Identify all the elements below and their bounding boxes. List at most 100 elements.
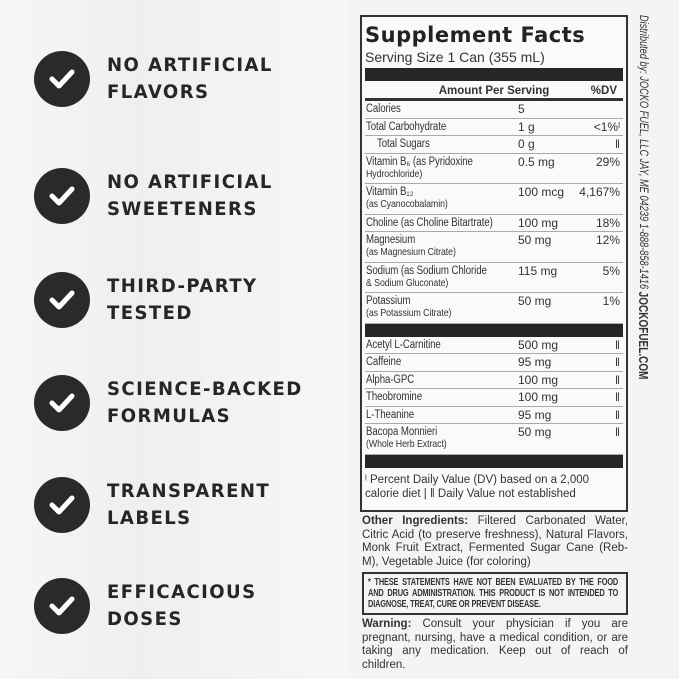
row-name: Sodium (as Sodium Chloride & Sodium Gluco… <box>365 265 518 293</box>
row-amount: 100 mg <box>518 215 559 230</box>
facts-row: Bacopa Monnieri (Whole Herb Extract) 50 m… <box>365 424 623 455</box>
claim-item: NO ARTIFICIAL FLAVORS <box>34 51 282 107</box>
row-name: Caffeine <box>365 356 518 371</box>
row-name-main: Magnesium <box>366 234 416 246</box>
row-name-main: Vitamin B₁₂ <box>366 186 414 198</box>
row-name-sub: (Whole Herb Extract) <box>366 438 447 450</box>
facts-row: Calories 5 <box>365 101 623 119</box>
claim-text: TRANSPARENT LABELS <box>107 478 270 532</box>
row-amount: 50 mg <box>518 233 552 247</box>
claim-item: NO ARTIFICIAL SWEETENERS <box>34 168 282 224</box>
claim-line-2: FORMULAS <box>107 405 232 427</box>
row-amount: 100 mcg <box>518 185 565 199</box>
row-name-main: Calories <box>366 103 401 115</box>
amount-header: Amount Per Serving <box>438 84 550 97</box>
row-name: Vitamin B₁₂ (as Cyanocobalamin) <box>365 186 518 214</box>
row-name-sub: (as Potassium Citrate) <box>366 307 452 319</box>
row-name-main: Choline (as Choline Bitartrate) <box>366 216 493 229</box>
label-bottom-text: Other Ingredients: Filtered Carbonated W… <box>362 515 628 672</box>
row-amount: 100 mg <box>518 372 559 387</box>
row-name: Total Sugars <box>365 138 518 153</box>
facts-row: Acetyl L-Carnitine 500 mg ǁ <box>365 337 623 354</box>
row-dv: ǁ <box>615 372 620 387</box>
row-amount: 0.5 mg <box>518 154 555 169</box>
row-name-main: Total Sugars <box>377 138 430 150</box>
fda-disclaimer-box: * These statements have not been evaluat… <box>362 572 628 615</box>
distributor-text: Distributed by: JOCKO FUEL, LLC JAY, ME … <box>632 15 650 419</box>
row-name-main: L-Theanine <box>366 408 415 421</box>
claim-line-1: THIRD-PARTY <box>107 275 258 297</box>
row-dv: ǁ <box>615 390 620 404</box>
row-name-main: Total Carbohydrate <box>366 120 447 133</box>
claim-line-2: FLAVORS <box>107 81 210 103</box>
row-dv: ǁ <box>615 355 620 369</box>
row-dv <box>563 103 623 118</box>
nutrient-rows: Calories 5 Total Carbohydrate 1 g <1%ˡ To… <box>365 101 623 324</box>
row-dv: ǁ <box>615 337 620 352</box>
claim-text: NO ARTIFICIAL FLAVORS <box>107 52 273 106</box>
row-amount: 0 g <box>518 137 535 151</box>
claim-line-1: EFFICACIOUS <box>107 581 257 603</box>
claim-line-1: TRANSPARENT <box>107 480 271 502</box>
row-dv: 12% <box>595 233 620 247</box>
row-name-sub: & Sodium Gluconate) <box>366 276 449 289</box>
row-amount: 50 mg <box>518 425 552 439</box>
row-amount: 50 mg <box>518 294 552 308</box>
row-name-main: Potassium <box>366 295 411 307</box>
check-circle-icon <box>34 477 90 533</box>
facts-row: Total Sugars 0 g ǁ <box>365 136 623 154</box>
warning-label: Warning: <box>362 618 412 630</box>
row-dv: ǁ <box>615 425 620 439</box>
row-name: L-Theanine <box>365 409 518 424</box>
row-name: Vitamin B₆ (as Pyridoxine Hydrochloride) <box>365 156 518 184</box>
row-name-sub: (as Cyanocobalamin) <box>366 198 448 210</box>
fda-disclaimer: * These statements have not been evaluat… <box>368 577 619 610</box>
facts-row: Sodium (as Sodium Chloride & Sodium Gluco… <box>365 263 623 293</box>
row-dv: 18% <box>595 215 620 230</box>
row-name-main: Bacopa Monnieri <box>366 426 438 438</box>
claim-item: SCIENCE-BACKED FORMULAS <box>34 375 313 431</box>
claim-line-2: LABELS <box>107 507 192 529</box>
row-name-sub: Hydrochloride) <box>366 167 423 180</box>
row-amount: 95 mg <box>518 407 552 422</box>
row-name: Alpha-GPC <box>365 374 518 389</box>
row-amount: 115 mg <box>518 263 558 278</box>
claim-text: EFFICACIOUS DOSES <box>107 579 257 633</box>
row-name: Magnesium (as Magnesium Citrate) <box>365 234 518 262</box>
row-amount: 500 mg <box>518 337 559 352</box>
other-ingredients-label: Other Ingredients: <box>362 515 469 527</box>
row-name: Acetyl L-Carnitine <box>365 339 518 354</box>
supplement-facts-panel: Supplement Facts Serving Size 1 Can (355… <box>360 15 628 512</box>
column-header: Amount Per Serving %DV <box>365 83 623 101</box>
other-ingredients-text: Filtered Carbonated Water, Citric Acid (… <box>362 515 628 568</box>
row-dv: 29% <box>595 154 620 169</box>
background <box>0 0 350 679</box>
row-name-main: Caffeine <box>366 356 402 368</box>
claim-item: TRANSPARENT LABELS <box>34 477 279 533</box>
other-ingredients: Other Ingredients: Filtered Carbonated W… <box>362 515 628 569</box>
row-name-main: Sodium (as Sodium Chloride <box>366 264 487 277</box>
claim-text: NO ARTIFICIAL SWEETENERS <box>107 169 273 223</box>
claim-item: THIRD-PARTY TESTED <box>34 272 265 328</box>
facts-row: L-Theanine 95 mg ǁ <box>365 407 623 424</box>
row-name: Theobromine <box>365 391 518 406</box>
warning: Warning: Consult your physician if you a… <box>362 618 628 672</box>
facts-row: Alpha-GPC 100 mg ǁ <box>365 372 623 389</box>
check-circle-icon <box>34 51 90 107</box>
warning-text: Consult your physician if you are pregna… <box>362 618 628 671</box>
row-name: Total Carbohydrate <box>365 121 518 136</box>
dv-header: %DV <box>590 84 617 97</box>
claim-text: THIRD-PARTY TESTED <box>107 273 258 327</box>
footnote: ˡ Percent Daily Value (DV) based on a 2,… <box>365 473 590 500</box>
claim-line-2: SWEETENERS <box>107 198 258 220</box>
check-circle-icon <box>34 168 90 224</box>
row-name: Choline (as Choline Bitartrate) <box>365 217 518 232</box>
divider-bar <box>365 323 623 337</box>
row-dv: ǁ <box>615 137 620 151</box>
row-name-main: Vitamin B₆ (as Pyridoxine <box>366 155 473 168</box>
row-name-sub: (as Magnesium Citrate) <box>366 246 456 258</box>
facts-row: Caffeine 95 mg ǁ <box>365 354 623 372</box>
row-name-main: Theobromine <box>366 391 423 403</box>
distributor: Distributed by: JOCKO FUEL, LLC JAY, ME … <box>637 15 649 290</box>
claim-item: EFFICACIOUS DOSES <box>34 578 264 634</box>
